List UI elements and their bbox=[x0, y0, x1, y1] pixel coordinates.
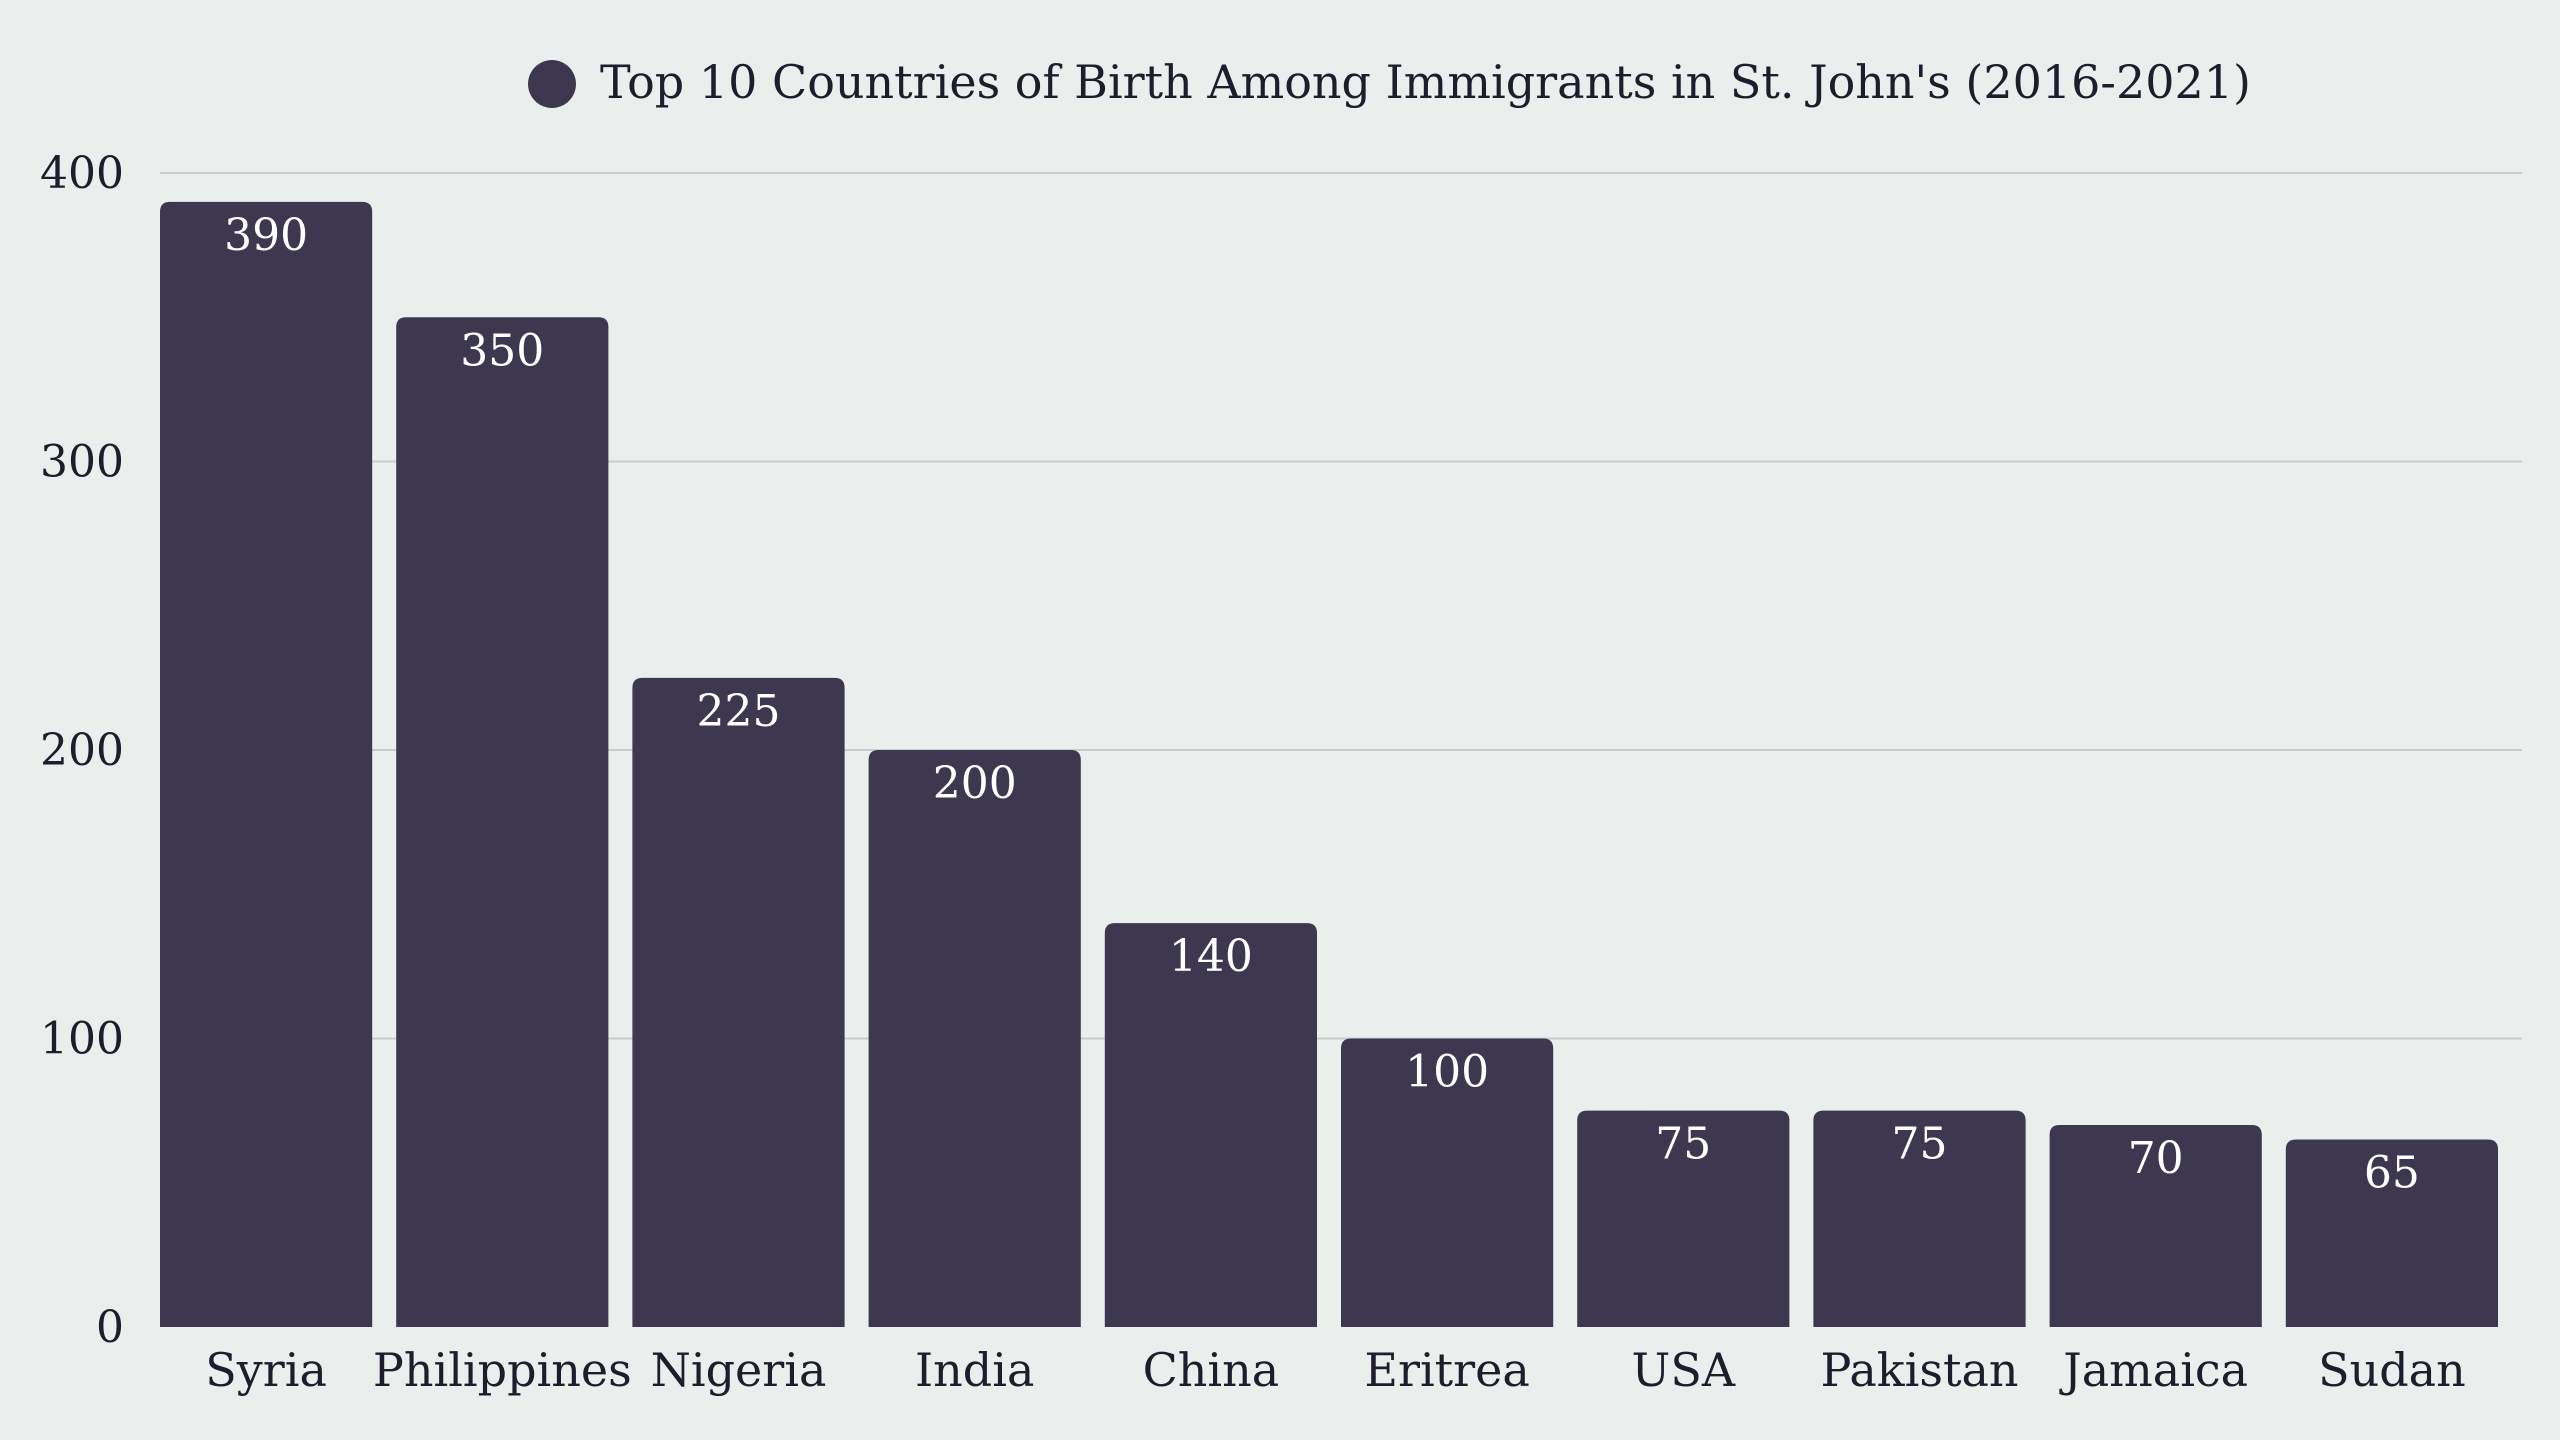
value-label-india: 200 bbox=[933, 758, 1017, 809]
x-tick-label-eritrea: Eritrea bbox=[1364, 1343, 1529, 1397]
legend-label: Top 10 Countries of Birth Among Immigran… bbox=[600, 55, 2251, 109]
value-label-layer: 390 350 225 200 140 100 75 75 70 65 bbox=[224, 210, 2420, 1199]
legend-swatch bbox=[528, 60, 576, 108]
bar-eritrea bbox=[1341, 1038, 1554, 1327]
bar-nigeria bbox=[632, 677, 845, 1327]
x-tick-label-jamaica: Jamaica bbox=[2059, 1343, 2248, 1397]
value-label-syria: 390 bbox=[224, 210, 308, 261]
value-label-philippines: 350 bbox=[460, 325, 544, 376]
bar-syria bbox=[160, 201, 373, 1328]
bar-philippines bbox=[396, 317, 609, 1327]
bar-jamaica bbox=[2049, 1125, 2262, 1327]
y-tick-label: 200 bbox=[40, 725, 124, 776]
y-axis-ticks: 0 100 200 300 400 bbox=[40, 148, 124, 1353]
bar-pakistan bbox=[1813, 1110, 2026, 1327]
x-tick-label-sudan: Sudan bbox=[2318, 1343, 2466, 1397]
x-tick-label-philippines: Philippines bbox=[373, 1343, 632, 1397]
x-axis-ticks: Syria Philippines Nigeria India China Eritrea… bbox=[205, 1343, 2465, 1397]
x-tick-label-nigeria: Nigeria bbox=[651, 1343, 827, 1397]
value-label-sudan: 65 bbox=[2364, 1147, 2420, 1198]
bar-china bbox=[1104, 923, 1317, 1327]
value-label-china: 140 bbox=[1169, 931, 1253, 982]
legend: Top 10 Countries of Birth Among Immigran… bbox=[528, 55, 2251, 109]
bar-india bbox=[868, 750, 1081, 1327]
x-tick-label-india: India bbox=[915, 1343, 1034, 1397]
value-label-eritrea: 100 bbox=[1405, 1047, 1489, 1098]
bar-layer bbox=[160, 201, 2498, 1328]
x-tick-label-usa: USA bbox=[1632, 1343, 1736, 1397]
y-tick-label: 300 bbox=[40, 437, 124, 488]
bar-usa bbox=[1577, 1110, 1790, 1327]
value-label-jamaica: 70 bbox=[2128, 1133, 2184, 1184]
y-tick-label: 400 bbox=[40, 148, 124, 199]
x-tick-label-pakistan: Pakistan bbox=[1820, 1343, 2018, 1397]
y-tick-label: 0 bbox=[96, 1302, 124, 1353]
value-label-nigeria: 225 bbox=[697, 686, 781, 737]
x-tick-label-china: China bbox=[1143, 1343, 1280, 1397]
value-label-pakistan: 75 bbox=[1892, 1119, 1948, 1170]
bar-sudan bbox=[2285, 1139, 2498, 1327]
value-label-usa: 75 bbox=[1655, 1119, 1711, 1170]
x-tick-label-syria: Syria bbox=[205, 1343, 327, 1397]
y-tick-label: 100 bbox=[40, 1014, 124, 1065]
